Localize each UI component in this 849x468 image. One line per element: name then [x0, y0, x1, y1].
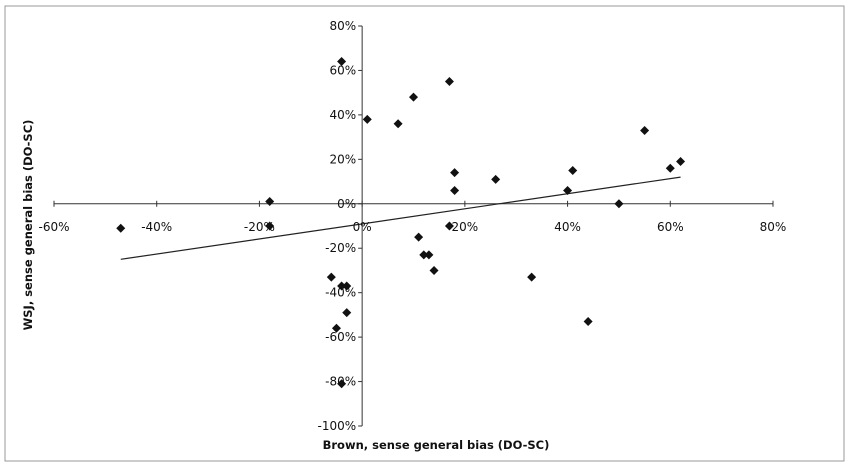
data-point — [265, 221, 275, 231]
data-point — [527, 272, 537, 282]
data-point — [337, 57, 347, 67]
data-point — [409, 92, 418, 102]
data-point — [640, 125, 650, 135]
y-tick-label: -100% — [318, 419, 357, 433]
data-point — [424, 250, 434, 260]
y-tick-label: 40% — [329, 108, 356, 122]
x-tick-label: 80% — [760, 220, 787, 234]
x-axis-title: Brown, sense general bias (DO-SC) — [323, 438, 550, 452]
trendline — [120, 176, 681, 260]
plot-border — [4, 5, 845, 462]
y-axis-title: WSJ, sense general bias (DO-SC) — [21, 120, 35, 331]
data-point — [342, 281, 352, 291]
data-point — [491, 174, 501, 184]
data-point — [393, 119, 403, 129]
data-point — [331, 323, 341, 333]
data-point — [414, 232, 424, 242]
x-tick-label: 0% — [353, 220, 372, 234]
y-tick-label: 60% — [329, 63, 356, 77]
x-tick-labels: -60% -40% -20% 0% 20% 40% 60% 80% — [38, 220, 786, 234]
data-point — [676, 157, 686, 167]
trendline-group — [120, 176, 681, 260]
x-tick-label: 20% — [452, 220, 479, 234]
data-points — [116, 57, 686, 389]
x-tick-label: 60% — [657, 220, 684, 234]
axes — [53, 25, 774, 427]
data-point — [362, 114, 372, 124]
y-tick-label: -60% — [325, 330, 356, 344]
x-tick-label: -60% — [38, 220, 69, 234]
y-tick-label: 20% — [329, 152, 356, 166]
data-point — [337, 281, 347, 291]
y-tick-labels: -100% -80% -60% -40% -20% 0% 20% 40% 60% 80% — [318, 19, 357, 433]
y-tick-label: -20% — [325, 241, 356, 255]
data-point — [326, 272, 336, 282]
data-point — [665, 163, 675, 173]
data-point — [444, 77, 454, 87]
y-tick-label: 80% — [329, 19, 356, 33]
x-tick-label: 40% — [554, 220, 581, 234]
x-tick-label: -40% — [141, 220, 172, 234]
data-point — [342, 308, 352, 318]
x-tick-label: -20% — [244, 220, 275, 234]
y-tick-label: -80% — [325, 375, 356, 389]
data-point — [444, 221, 454, 231]
data-point — [337, 379, 347, 389]
data-point — [419, 250, 429, 260]
y-tick-label: -40% — [325, 286, 356, 300]
data-point — [450, 185, 460, 195]
data-point — [265, 197, 275, 207]
data-point — [563, 185, 573, 195]
data-point — [583, 317, 593, 327]
data-point — [450, 168, 460, 178]
y-tick-label: 0% — [337, 197, 356, 211]
data-point — [614, 199, 624, 209]
data-point — [429, 265, 439, 275]
data-point — [568, 165, 578, 175]
data-point — [116, 223, 126, 233]
